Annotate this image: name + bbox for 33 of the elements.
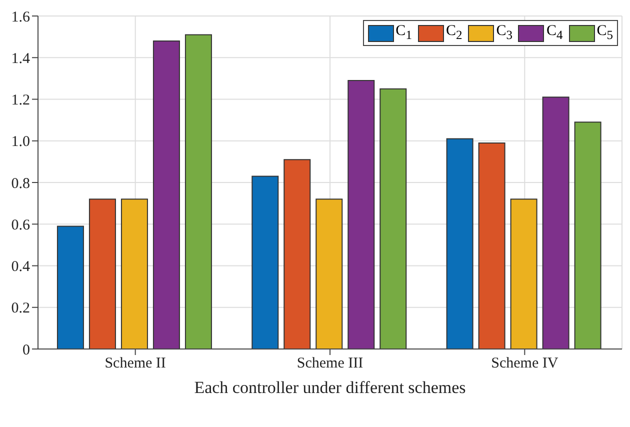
legend-label: C$_{4}$	[546, 23, 563, 43]
bar	[184, 34, 212, 349]
bar	[88, 198, 116, 349]
bar	[348, 80, 375, 349]
bar	[510, 198, 538, 349]
bar	[316, 198, 343, 349]
y-tick-label: 1.6	[11, 9, 30, 26]
y-tick-label: 1.2	[11, 92, 30, 109]
x-axis-title: Each controller under different schemes	[194, 378, 466, 397]
legend-label: C$_{1}$	[396, 23, 412, 43]
bar	[56, 226, 84, 349]
bar	[284, 159, 311, 349]
bar	[152, 40, 180, 349]
y-tick-label: 1.4	[11, 50, 30, 67]
bar	[574, 122, 602, 349]
bar	[446, 138, 474, 349]
y-tick-label: 0.2	[11, 300, 30, 317]
bar	[542, 96, 570, 349]
x-tick-label: Scheme III	[296, 356, 364, 372]
bar	[478, 142, 506, 349]
x-tick-label: Scheme IV	[491, 356, 558, 372]
legend-label: C$_{5}$	[596, 23, 613, 43]
y-tick-label: 0.8	[11, 176, 30, 192]
legend-label: C$_{2}$	[446, 23, 462, 43]
y-tick-label: 0	[22, 342, 30, 358]
y-tick-label: 0.4	[11, 259, 30, 276]
y-tick-label: 1.0	[11, 134, 30, 150]
bar	[120, 198, 148, 349]
x-tick-label: Scheme II	[104, 356, 166, 372]
bar	[252, 176, 279, 349]
y-tick-label: 0.6	[11, 217, 30, 234]
bar	[380, 88, 407, 349]
legend-label: C$_{3}$	[496, 23, 512, 43]
